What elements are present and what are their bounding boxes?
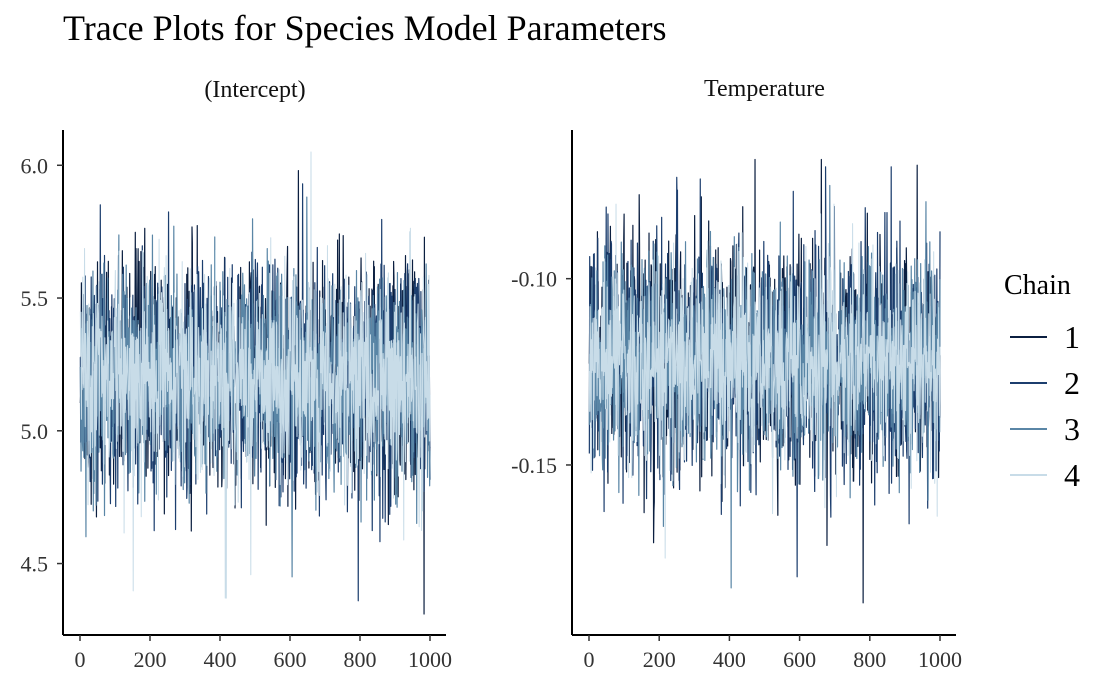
x-tick-label: 600 [783, 647, 816, 672]
legend-title: Chain [1004, 270, 1071, 301]
x-tick-label: 800 [853, 647, 886, 672]
legend-label-chain-4: 4 [1064, 457, 1080, 493]
legend-label-chain-1: 1 [1064, 319, 1080, 355]
y-tick-label: 5.5 [21, 286, 49, 311]
panel-intercept: (Intercept) 0 200 400 600 800 1000 4.5 5.0 5.5 6.0 [21, 77, 453, 672]
y-tick-label: 4.5 [21, 552, 49, 577]
y-tick-label: -0.10 [511, 267, 557, 292]
x-tick-label: 1000 [408, 647, 452, 672]
x-tick-label: 1000 [918, 647, 962, 672]
y-tick-label: 6.0 [21, 153, 49, 178]
facet-label: Temperature [704, 76, 825, 102]
y-tick-label: -0.15 [511, 453, 557, 478]
legend-label-chain-3: 3 [1064, 411, 1080, 447]
x-tick-label: 800 [344, 647, 377, 672]
x-tick-label: 400 [713, 647, 746, 672]
legend: Chain 1 2 3 4 [1004, 270, 1080, 493]
x-tick-label: 200 [134, 647, 167, 672]
trace-line-chain-4 [79, 151, 431, 599]
y-tick-label: 5.0 [21, 419, 49, 444]
x-tick-label: 400 [204, 647, 237, 672]
x-tick-label: 600 [274, 647, 307, 672]
panel-temperature: Temperature 0 200 400 600 800 1000 -0.15 -0.10 [511, 76, 962, 672]
chart-title: Trace Plots for Species Model Parameters [63, 8, 667, 48]
legend-label-chain-2: 2 [1064, 365, 1080, 401]
facet-label: (Intercept) [204, 77, 305, 103]
x-tick-label: 200 [643, 647, 676, 672]
x-tick-label: 0 [584, 647, 595, 672]
trace-line-chain-4 [588, 203, 941, 559]
x-tick-label: 0 [75, 647, 86, 672]
